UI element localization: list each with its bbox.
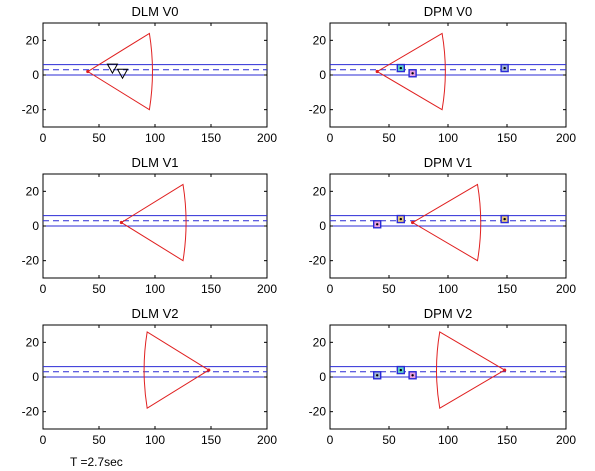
target-dot [376, 374, 379, 377]
y-tick-label: -20 [309, 254, 327, 268]
y-tick-label: -20 [22, 405, 40, 419]
y-tick-label: 20 [26, 335, 40, 349]
target-dot [376, 223, 379, 226]
sensor-sector [436, 331, 506, 409]
y-tick-label: -20 [309, 103, 327, 117]
x-tick-label: 100 [438, 433, 458, 447]
x-tick-label: 0 [327, 282, 334, 296]
x-tick-label: 200 [257, 282, 277, 296]
x-tick-label: 150 [497, 282, 517, 296]
x-tick-label: 0 [40, 131, 47, 145]
x-tick-label: 150 [497, 433, 517, 447]
y-tick-label: 0 [32, 219, 39, 233]
x-tick-label: 150 [201, 282, 221, 296]
y-tick-label: 20 [313, 33, 327, 47]
y-tick-label: 20 [313, 335, 327, 349]
sensor-origin [503, 368, 507, 372]
x-tick-label: 50 [92, 433, 106, 447]
y-tick-label: 20 [26, 184, 40, 198]
x-tick-label: 100 [145, 131, 165, 145]
subplot-title: DPM V0 [424, 4, 472, 19]
y-tick-label: 0 [32, 370, 39, 384]
sensor-origin [375, 69, 379, 74]
y-tick-label: -20 [22, 254, 40, 268]
target-dot [399, 66, 402, 70]
x-tick-label: 0 [40, 282, 47, 296]
y-tick-label: -20 [22, 103, 40, 117]
subplot-title: DLM V1 [132, 155, 179, 170]
x-tick-label: 200 [556, 131, 576, 145]
x-tick-label: 50 [92, 282, 106, 296]
x-tick-label: 100 [438, 131, 458, 145]
x-tick-label: 50 [382, 131, 396, 145]
sensor-origin [119, 220, 123, 225]
x-tick-label: 0 [327, 131, 334, 145]
sensor-sector [376, 32, 446, 111]
subplot-title: DPM V2 [424, 306, 472, 321]
target-dot [411, 374, 414, 377]
sensor-sector [86, 32, 153, 111]
target-triangle [106, 63, 119, 75]
x-tick-label: 150 [497, 131, 517, 145]
subplot-title: DLM V2 [132, 306, 179, 321]
x-tick-label: 50 [382, 282, 396, 296]
y-tick-label: 0 [319, 68, 326, 82]
y-tick-label: 20 [313, 184, 327, 198]
x-tick-label: 50 [92, 131, 106, 145]
x-tick-label: 200 [257, 433, 277, 447]
target-dot [399, 217, 402, 221]
y-tick-label: -20 [309, 405, 327, 419]
sensor-sector [120, 183, 187, 262]
time-caption: T =2.7sec [70, 455, 123, 469]
sensor-origin [86, 69, 90, 74]
x-tick-label: 150 [201, 433, 221, 447]
sensor-origin [411, 220, 415, 225]
y-tick-label: 20 [26, 33, 40, 47]
x-tick-label: 200 [257, 131, 277, 145]
target-dot [503, 217, 506, 221]
subplot-title: DPM V1 [424, 155, 472, 170]
sensor-origin [207, 368, 211, 372]
target-dot [503, 66, 506, 70]
sensor-sector [411, 183, 482, 262]
subplot-title: DLM V0 [132, 4, 179, 19]
target-dot [411, 72, 414, 75]
x-tick-label: 100 [145, 433, 165, 447]
y-tick-label: 0 [319, 370, 326, 384]
x-tick-label: 100 [145, 282, 165, 296]
target-dot [399, 368, 402, 372]
x-tick-label: 0 [327, 433, 334, 447]
sensor-sector [143, 331, 210, 410]
y-tick-label: 0 [319, 219, 326, 233]
x-tick-label: 0 [40, 433, 47, 447]
target-triangle [116, 68, 129, 80]
y-tick-label: 0 [32, 68, 39, 82]
x-tick-label: 200 [556, 433, 576, 447]
x-tick-label: 150 [201, 131, 221, 145]
x-tick-label: 100 [438, 282, 458, 296]
x-tick-label: 200 [556, 282, 576, 296]
x-tick-label: 50 [382, 433, 396, 447]
